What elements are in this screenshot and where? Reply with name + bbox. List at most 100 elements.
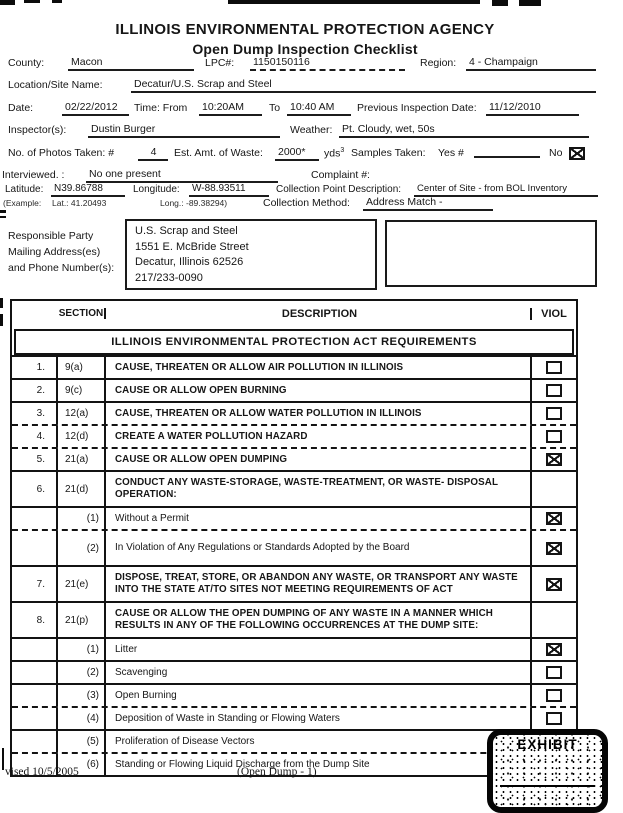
- checklist-rows: 1. 9(a) CAUSE, THREATEN OR ALLOW AIR POLLU…: [12, 355, 576, 775]
- row-section: (2): [58, 662, 106, 683]
- samples-label: Samples Taken:: [351, 147, 426, 159]
- location-label: Location/Site Name:: [8, 79, 103, 91]
- viol-checkbox: [546, 361, 562, 374]
- header-viol-cell: VIOL: [530, 307, 576, 320]
- viol-checkbox: [546, 512, 562, 525]
- row-viol-cell: [530, 531, 576, 565]
- table-row: (3) Open Burning: [12, 683, 576, 706]
- previous-inspection-label: Previous Inspection Date:: [357, 102, 477, 114]
- photos-label: No. of Photos Taken: #: [8, 147, 115, 159]
- viol-checkbox: [546, 453, 562, 466]
- lpc-label: LPC#:: [205, 57, 235, 69]
- exhibit-stamp-label: EXHIBIT: [517, 737, 578, 752]
- row-number: [12, 662, 58, 683]
- waste-value: 2000*: [275, 146, 319, 161]
- viol-checkbox: [546, 384, 562, 397]
- longitude-value: W-88.93511: [189, 183, 269, 197]
- viol-checkbox: [546, 407, 562, 420]
- row-section: (4): [58, 708, 106, 729]
- viol-checkbox: [546, 430, 562, 443]
- previous-inspection-value: 11/12/2010: [486, 101, 579, 116]
- row-description: CAUSE OR ALLOW OPEN BURNING: [115, 385, 287, 396]
- table-row: (2) In Violation of Any Regulations or St…: [12, 529, 576, 565]
- row-section: 12(d): [58, 426, 106, 447]
- samples-no-checkbox: [569, 147, 585, 160]
- row-description: CAUSE, THREATEN OR ALLOW AIR POLLUTION I…: [115, 362, 404, 373]
- example-lat: Lat.: 41.20493: [52, 198, 107, 208]
- agency-title: ILLINOIS ENVIRONMENTAL PROTECTION AGENCY: [115, 21, 495, 38]
- table-row: 2. 9(c) CAUSE OR ALLOW OPEN BURNING: [12, 378, 576, 401]
- table-row: (4) Deposition of Waste in Standing or Fl…: [12, 706, 576, 729]
- row-number: [12, 508, 58, 529]
- row-section: 12(a): [58, 403, 106, 424]
- county-value: Macon: [68, 56, 194, 71]
- table-row: 4. 12(d) CREATE A WATER POLLUTION HAZARD: [12, 424, 576, 447]
- scan-artifact: [0, 298, 3, 308]
- row-section: (1): [58, 639, 106, 660]
- row-number: 8.: [12, 603, 58, 637]
- row-description: Standing or Flowing Liquid Discharge fro…: [115, 759, 370, 770]
- collection-method-label: Collection Method:: [263, 197, 350, 209]
- row-description: Deposition of Waste in Standing or Flowi…: [115, 713, 340, 724]
- row-section: 21(p): [58, 603, 106, 637]
- time-to-value: 10:40 AM: [287, 101, 351, 116]
- responsible-party-phone: 217/233-0090: [135, 271, 203, 284]
- row-section: (1): [58, 508, 106, 529]
- collection-point-value: Center of Site - from BOL Inventory: [414, 183, 598, 197]
- time-from-value: 10:20AM: [199, 101, 262, 116]
- scan-artifact: [2, 748, 4, 770]
- row-section: 21(d): [58, 472, 106, 506]
- table-row: (1) Litter: [12, 637, 576, 660]
- scan-artifact: [0, 0, 15, 5]
- latitude-label: Latitude:: [5, 184, 44, 195]
- samples-no-label: No: [549, 147, 563, 159]
- row-viol-cell: [530, 449, 576, 470]
- row-number: [12, 639, 58, 660]
- inspector-value: Dustin Burger: [88, 123, 280, 138]
- document-title: Open Dump Inspection Checklist: [192, 41, 418, 57]
- row-description: In Violation of Any Regulations or Stand…: [115, 541, 410, 553]
- responsible-party-name: U.S. Scrap and Steel: [135, 225, 238, 237]
- responsible-party-street: 1551 E. McBride Street: [135, 240, 249, 253]
- samples-yes-label: Yes #: [438, 147, 464, 159]
- row-section: 21(a): [58, 449, 106, 470]
- exhibit-stamp-line: [500, 785, 595, 787]
- row-viol-cell: [530, 685, 576, 706]
- row-description: CAUSE OR ALLOW OPEN DUMPING: [115, 454, 288, 465]
- row-viol-cell: [530, 357, 576, 378]
- row-description: CAUSE OR ALLOW THE OPEN DUMPING OF ANY W…: [115, 607, 493, 632]
- row-number: 2.: [12, 380, 58, 401]
- scan-artifact: [0, 314, 3, 326]
- row-description: Litter: [115, 644, 138, 655]
- date-value: 02/22/2012: [62, 101, 129, 116]
- row-number: 5.: [12, 449, 58, 470]
- samples-yes-blank: [474, 146, 540, 158]
- row-section: (3): [58, 685, 106, 706]
- row-number: 4.: [12, 426, 58, 447]
- row-number: 7.: [12, 567, 58, 601]
- example-label: (Example:: [3, 198, 42, 208]
- row-number: [12, 731, 58, 752]
- viol-checkbox: [546, 577, 562, 591]
- lpc-value: 1150150116: [250, 56, 405, 71]
- interviewed-value: No one present: [86, 168, 278, 183]
- table-row: 6. 21(d) CONDUCT ANY WASTE-STORAGE, WASTE-…: [12, 470, 576, 506]
- row-viol-cell: [530, 662, 576, 683]
- row-section: 21(e): [58, 567, 106, 601]
- row-viol-cell: [530, 639, 576, 660]
- row-description: CREATE A WATER POLLUTION HAZARD: [115, 431, 308, 442]
- table-row: (2) Scavenging: [12, 660, 576, 683]
- responsible-party-label-3: and Phone Number(s):: [8, 262, 115, 274]
- responsible-party-box-2: [385, 220, 597, 287]
- collection-method-value: Address Match -: [363, 196, 493, 211]
- row-description: CONDUCT ANY WASTE-STORAGE, WASTE-TREATME…: [115, 476, 498, 501]
- date-label: Date:: [8, 102, 34, 114]
- page-label: (Open Dump - 1): [237, 766, 317, 778]
- responsible-party-label-1: Responsible Party: [8, 230, 94, 242]
- scan-artifact: [0, 210, 6, 213]
- latitude-value: N39.86788: [51, 183, 125, 197]
- row-viol-cell: [530, 508, 576, 529]
- scan-artifact: [24, 0, 40, 3]
- row-viol-cell: [530, 426, 576, 447]
